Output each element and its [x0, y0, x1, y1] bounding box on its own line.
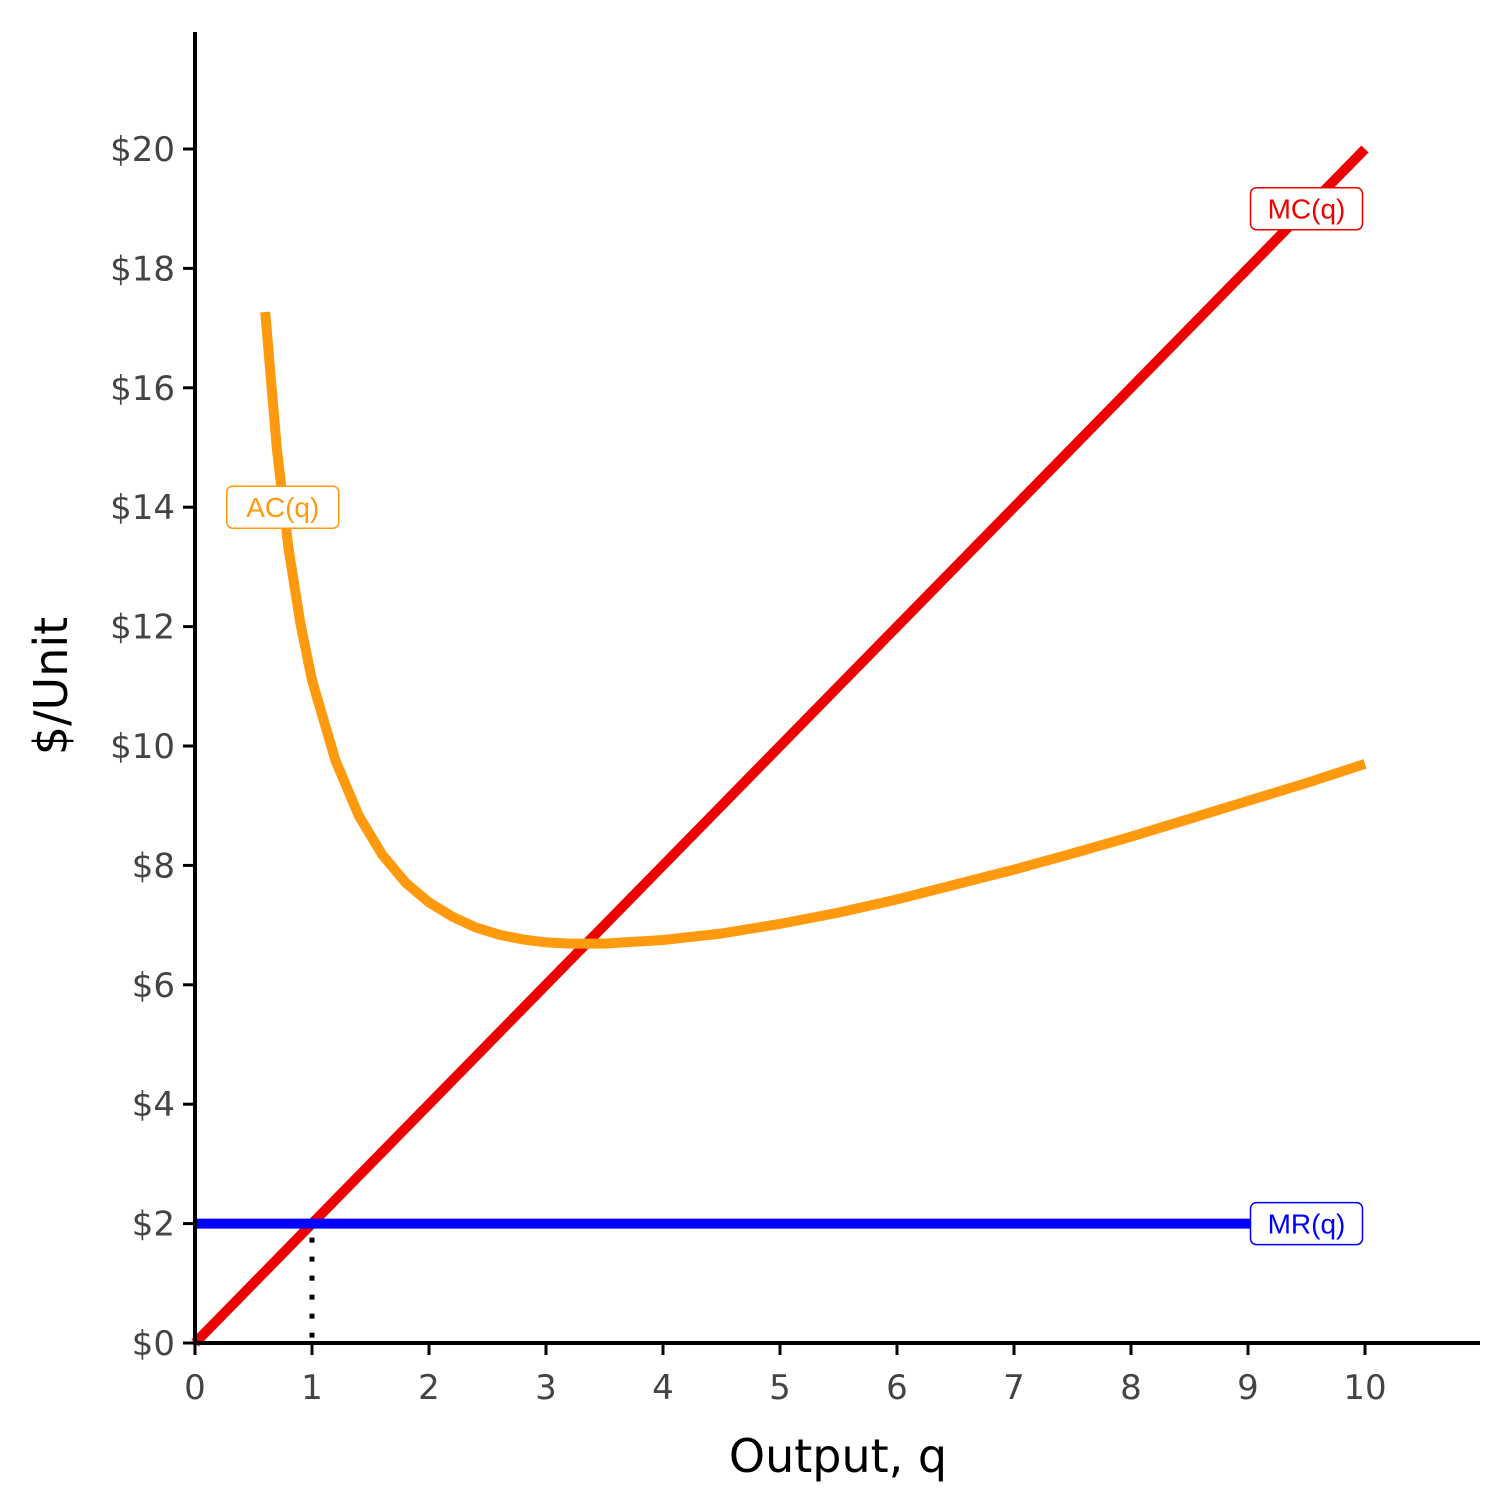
plot-lines	[191, 145, 1369, 1347]
y-tick-label: $8	[132, 846, 175, 886]
x-tick-label: 7	[1003, 1368, 1025, 1408]
curve-label-box	[1249, 186, 1364, 231]
curve-label-text: AC(q)	[246, 492, 319, 523]
x-tick-label: 9	[1237, 1368, 1259, 1408]
x-tick-label: 8	[1120, 1368, 1142, 1408]
series-line-acq	[260, 311, 1367, 949]
curve-label-mrq: MR(q)	[1249, 1201, 1364, 1246]
curve-labels-layer: MC(q) AC(q) MR(q)	[226, 186, 1364, 1246]
curve-label-text: MR(q)	[1268, 1209, 1346, 1240]
x-axis-title: Output, q	[729, 1429, 947, 1483]
curve-label-box	[1249, 1201, 1364, 1246]
y-tick-label: $16	[110, 369, 175, 409]
x-tick-label: 0	[184, 1368, 206, 1408]
x-tick-label: 2	[418, 1368, 440, 1408]
x-tick-label: 1	[301, 1368, 323, 1408]
curve-label-text: MC(q)	[1268, 194, 1346, 225]
curve-label-acq: AC(q)	[226, 485, 340, 529]
x-tick-label: 10	[1343, 1368, 1386, 1408]
series-line-mcq	[191, 145, 1369, 1347]
x-tick-label: 4	[652, 1368, 674, 1408]
y-tick-label: $0	[132, 1324, 175, 1364]
y-tick-label: $10	[110, 727, 175, 767]
y-tick-label: $12	[110, 608, 175, 648]
curve-label-mcq: MC(q)	[1249, 186, 1364, 231]
y-tick-label: $20	[110, 130, 175, 170]
y-tick-label: $4	[132, 1085, 175, 1125]
y-tick-label: $6	[132, 966, 175, 1006]
x-tick-label: 5	[769, 1368, 791, 1408]
y-tick-label: $14	[110, 488, 175, 528]
y-tick-label: $18	[110, 249, 175, 289]
curve-label-box	[226, 485, 340, 529]
y-tick-label: $2	[132, 1205, 175, 1245]
x-tick-label: 6	[886, 1368, 908, 1408]
axes-layer: 0 1 2 3 4 5 6 7 8 9 10 $0 $2 $4 $6 $8 $10 $12 $14 $16 $18 $20	[110, 32, 1480, 1408]
x-tick-label: 3	[535, 1368, 557, 1408]
y-axis-title: $/Unit	[24, 617, 78, 755]
